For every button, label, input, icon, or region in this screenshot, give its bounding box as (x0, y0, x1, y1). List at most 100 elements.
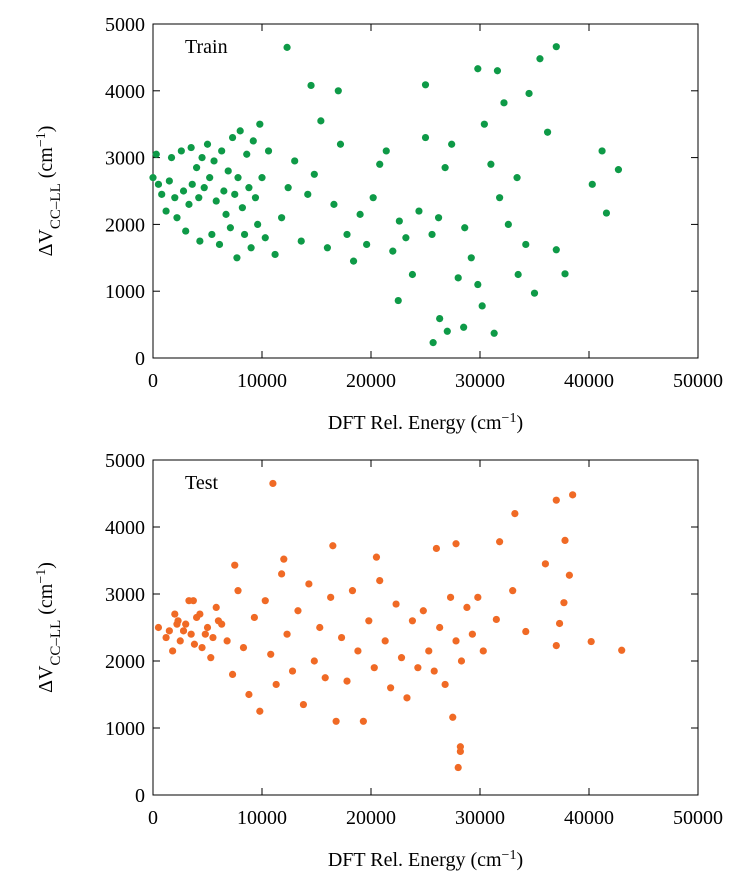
point (247, 244, 255, 252)
x-tick-label: 40000 (564, 807, 614, 829)
point (428, 230, 436, 239)
point (267, 650, 275, 658)
y-label-text: (cm (35, 583, 57, 620)
point (598, 147, 606, 155)
x-tick-label: 50000 (673, 807, 723, 829)
y-tick-label: 1000 (105, 718, 145, 740)
legend-label: Train (185, 36, 228, 58)
y-tick-label: 3000 (105, 148, 145, 170)
point (415, 207, 423, 215)
point (195, 194, 203, 202)
y-tick-label: 5000 (105, 450, 145, 472)
point (449, 713, 457, 721)
point (171, 610, 179, 618)
point (334, 87, 342, 95)
point (231, 190, 239, 198)
point (602, 209, 611, 217)
point (206, 174, 214, 182)
point (310, 657, 318, 665)
point (288, 667, 297, 675)
point (511, 509, 519, 518)
point (323, 244, 331, 252)
point (200, 184, 208, 192)
point (188, 180, 196, 188)
point (261, 597, 269, 605)
point (493, 67, 502, 75)
x-tick-label: 20000 (346, 807, 396, 829)
point (245, 690, 253, 699)
point (234, 174, 242, 182)
point (336, 140, 345, 148)
point (332, 717, 340, 725)
point (173, 214, 181, 222)
point (434, 214, 443, 222)
point (348, 587, 357, 595)
point (162, 207, 170, 215)
point (209, 633, 217, 642)
point (210, 157, 218, 165)
point (258, 174, 266, 182)
point (387, 684, 395, 692)
point (478, 302, 486, 310)
chart: 0 10000 20000 30000 40000 50000 0 1000 2000 3000 4… (34, 14, 724, 434)
point (569, 491, 577, 499)
point (446, 593, 455, 601)
chart: 0 10000 20000 30000 40000 50000 0 1000 2000 3000 4… (34, 450, 724, 871)
point (430, 667, 438, 675)
point (173, 620, 181, 628)
point (587, 637, 595, 646)
x-tick-label: 0 (148, 370, 158, 392)
point (408, 617, 417, 625)
point (441, 164, 449, 172)
point (291, 157, 299, 165)
point (208, 230, 216, 239)
point (392, 600, 400, 608)
point (261, 234, 269, 242)
point (514, 270, 522, 279)
point (305, 580, 313, 588)
point (226, 224, 234, 232)
point (448, 140, 456, 148)
point (234, 587, 242, 595)
point (167, 154, 176, 162)
point (327, 593, 335, 601)
point (530, 289, 539, 297)
point (541, 560, 550, 568)
y-label-sub: CC–LL (48, 620, 64, 666)
point (376, 577, 384, 585)
point (321, 674, 329, 682)
point (222, 210, 230, 218)
point (496, 194, 504, 202)
y-axis-label: ΔVCC–LL (cm−1) (34, 126, 65, 257)
point (182, 227, 190, 235)
y-tick-label: 2000 (105, 651, 145, 673)
point (467, 254, 475, 262)
x-axis-label: DFT Rel. Energy (cm−1) (328, 848, 523, 872)
point (158, 190, 166, 198)
point (343, 230, 351, 239)
point (429, 339, 437, 347)
point (240, 230, 249, 239)
point (149, 174, 157, 182)
point (187, 630, 195, 638)
point (224, 167, 232, 175)
point (220, 187, 228, 195)
point (588, 180, 596, 188)
point (504, 220, 512, 228)
point (337, 633, 346, 642)
x-tick-label: 10000 (237, 370, 287, 392)
x-tick-label: 30000 (455, 370, 505, 392)
point (509, 587, 517, 595)
point (317, 117, 325, 125)
point (369, 194, 377, 202)
point (561, 270, 569, 278)
point (280, 555, 288, 563)
y-label-sup: −1 (34, 569, 49, 584)
y-label-sub: CC–LL (48, 183, 64, 229)
point (212, 603, 220, 612)
point (165, 177, 173, 185)
plot-frame (152, 459, 699, 796)
x-label-text: DFT Rel. Energy (cm (328, 412, 502, 434)
y-tick-label: 2000 (105, 214, 145, 236)
point (408, 270, 417, 279)
